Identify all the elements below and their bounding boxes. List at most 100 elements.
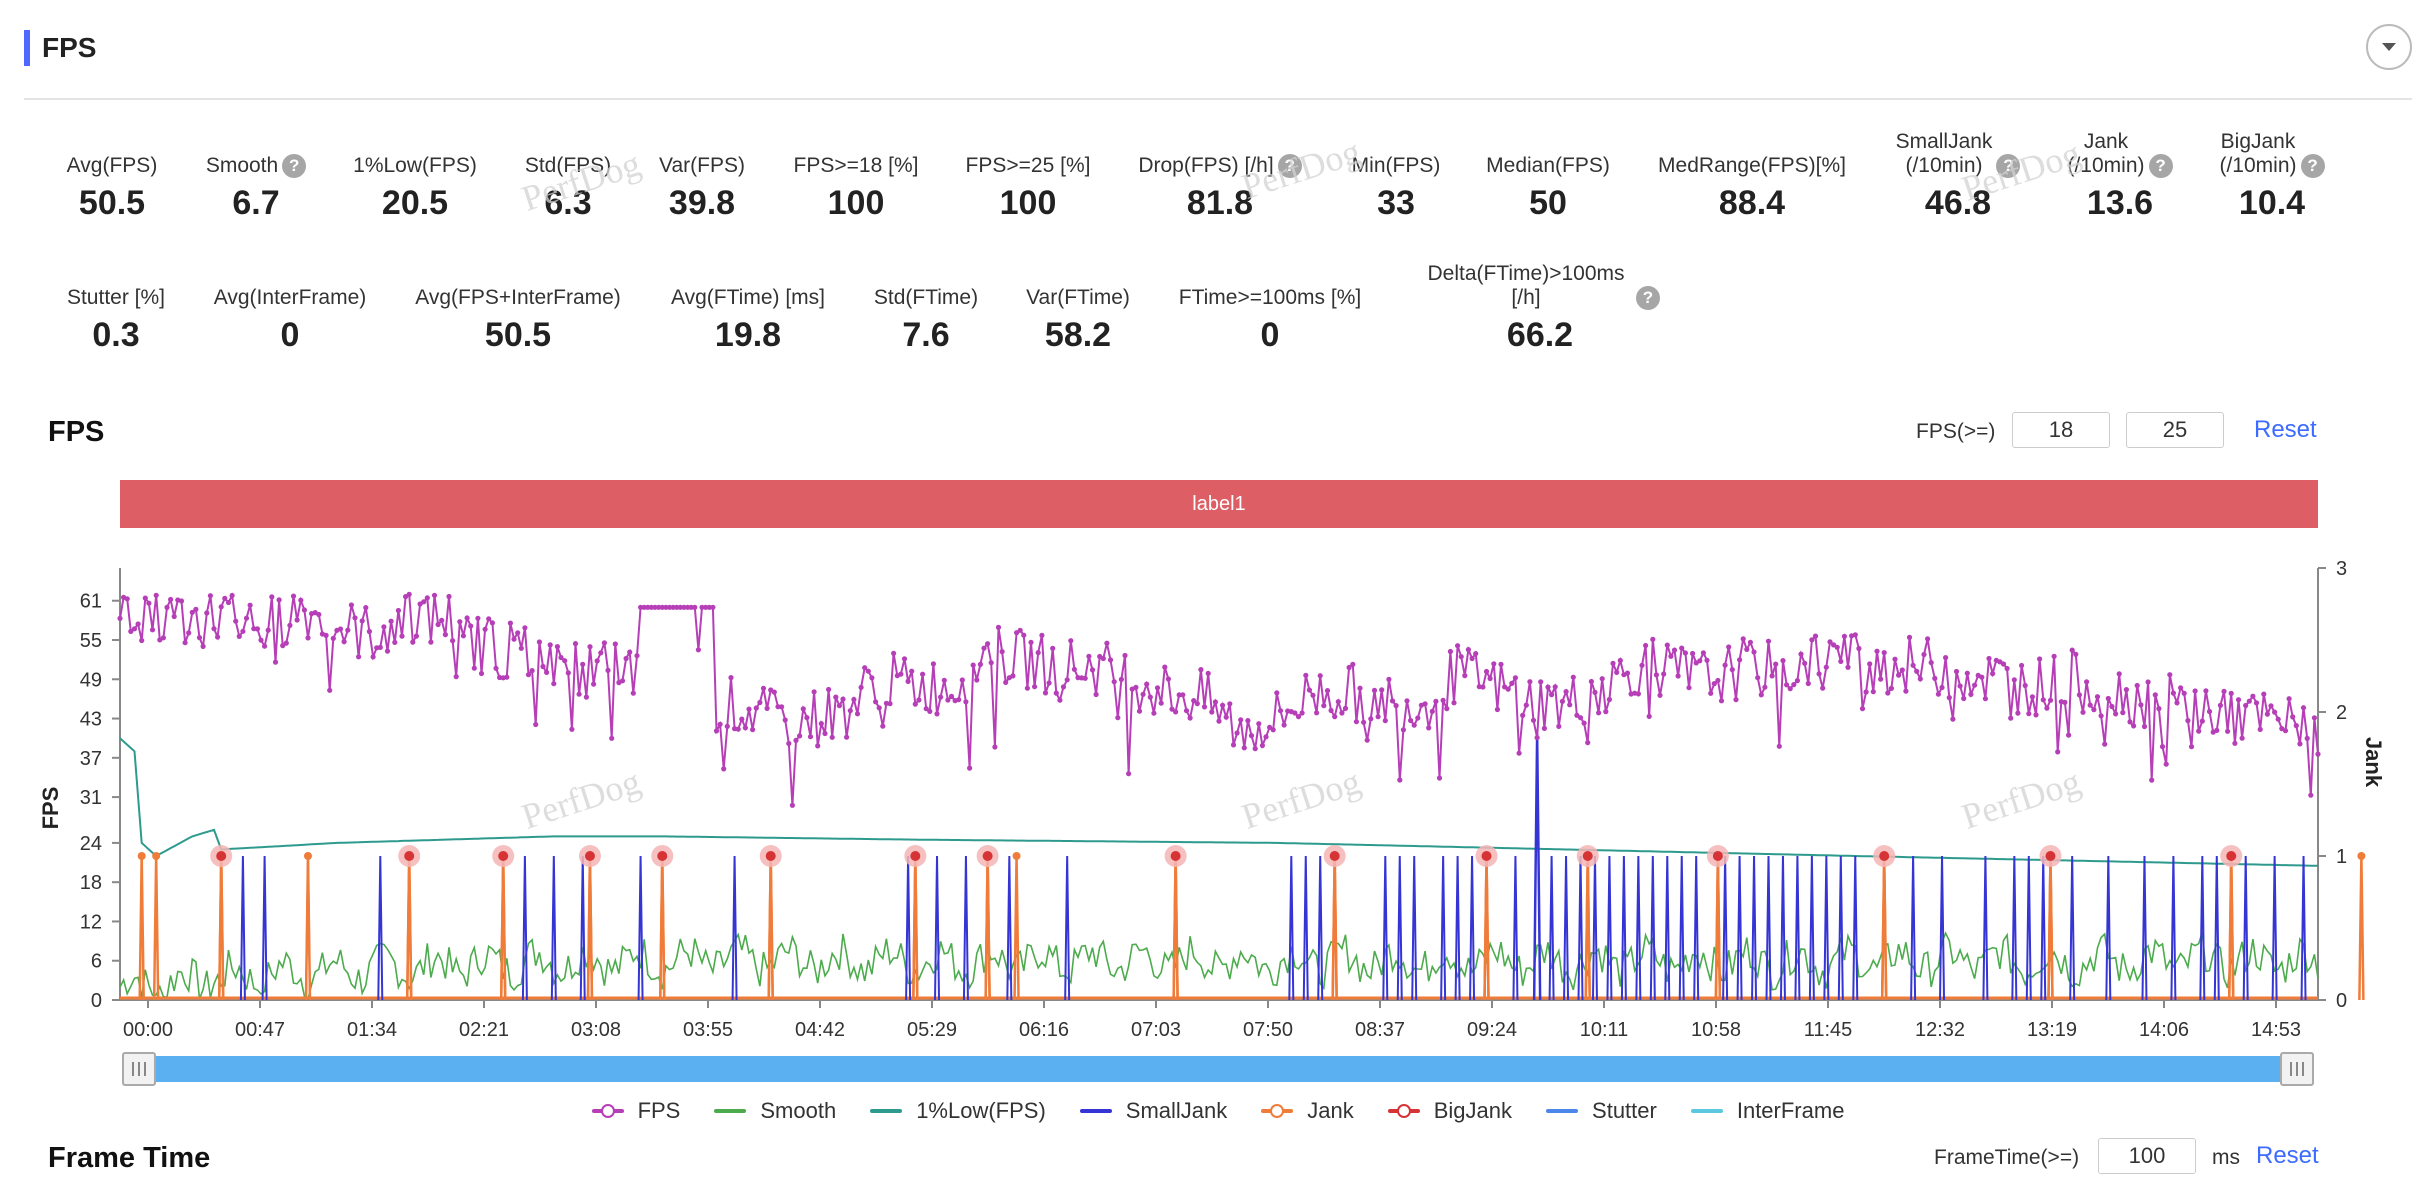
fps-point — [193, 606, 199, 612]
fps-point — [1538, 679, 1544, 685]
stat-stats_row2-7: Delta(FTime)>100ms [/h]? 66.2 — [1420, 262, 1660, 355]
smalljank-spike — [1837, 855, 1844, 1001]
fps-point — [930, 661, 937, 667]
fps-point — [1892, 656, 1898, 662]
fps-point — [1870, 689, 1876, 695]
legend-swatch-line — [1546, 1109, 1579, 1113]
fps-point — [1906, 634, 1913, 641]
fps-point — [941, 677, 947, 683]
stat-label-text: FTime>=100ms [%] — [1178, 286, 1362, 309]
bigjank-point — [2045, 851, 2056, 861]
bigjank-point — [1329, 851, 1340, 861]
fps-point — [1335, 699, 1341, 705]
fps-point — [1780, 658, 1786, 664]
legend-item[interactable]: BigJank — [1387, 1098, 1512, 1124]
fps-point — [345, 627, 351, 633]
smalljank-spike — [1939, 855, 1946, 1001]
fps-point — [2015, 710, 2021, 716]
fps-point — [1802, 660, 1808, 666]
legend-swatch-line — [870, 1109, 903, 1113]
fps-point — [171, 613, 177, 620]
frametime-reset-link[interactable]: Reset — [2256, 1142, 2319, 1169]
fps-point — [591, 681, 597, 687]
fps-point — [948, 693, 955, 700]
stat-value: 58.2 — [1044, 316, 1112, 354]
stat-stats_row2-3: Avg(FTime) [ms] 19.8 — [628, 262, 868, 355]
help-icon[interactable]: ? — [2148, 154, 2173, 178]
fps-point — [1751, 649, 1757, 655]
fps-point — [826, 686, 832, 693]
stat-label: FTime>=100ms [%] — [1150, 262, 1390, 310]
fps-point — [977, 661, 984, 668]
legend-item[interactable]: Jank — [1261, 1098, 1354, 1124]
fps-point — [1552, 684, 1558, 690]
fps-point — [999, 649, 1005, 655]
fps-point — [1639, 662, 1645, 668]
fps-threshold-2-input[interactable] — [2126, 412, 2224, 448]
help-icon[interactable]: ? — [1277, 154, 1302, 178]
help-icon[interactable]: ? — [1636, 286, 1660, 310]
fps-point — [384, 648, 391, 654]
fps-point — [287, 622, 293, 629]
stat-label: Var(FTime) — [958, 262, 1198, 310]
fps-point — [1046, 680, 1052, 686]
x-tick-label: 00:00 — [123, 1019, 173, 1040]
fps-point — [2004, 665, 2010, 672]
bigjank-point — [1712, 851, 1723, 861]
fps-point — [160, 635, 166, 641]
fps-point — [2022, 682, 2028, 689]
legend-item[interactable]: InterFrame — [1690, 1098, 1844, 1124]
fps-point — [1878, 676, 1884, 682]
series-1-percent-low — [119, 737, 2319, 867]
fps-point — [2290, 714, 2296, 720]
fps-point — [352, 615, 358, 621]
fps-point — [363, 605, 369, 611]
fps-point — [1024, 685, 1030, 691]
fps-point — [153, 592, 159, 598]
fps-point — [1910, 662, 1916, 668]
legend-item[interactable]: Stutter — [1546, 1098, 1657, 1124]
fps-point — [1491, 661, 1497, 667]
time-range-slider[interactable] — [136, 1056, 2304, 1082]
legend-item[interactable]: Smooth — [714, 1098, 836, 1124]
fps-point — [1371, 687, 1378, 694]
legend-item[interactable]: SmallJank — [1079, 1098, 1227, 1124]
fps-reset-link[interactable]: Reset — [2254, 416, 2317, 443]
fps-point — [2141, 723, 2148, 730]
y-left-tick-label: 18 — [80, 872, 102, 894]
fps-threshold-1-input[interactable] — [2012, 412, 2110, 448]
collapse-button[interactable] — [2366, 24, 2412, 70]
fps-point — [2268, 703, 2274, 709]
stat-value: 10.4 — [2238, 184, 2306, 222]
fps-point — [1415, 715, 1421, 721]
help-icon[interactable]: ? — [282, 154, 307, 178]
y-axis-right-label: Jank — [2361, 737, 2386, 788]
help-icon[interactable]: ? — [1996, 154, 2021, 178]
frametime-threshold-input[interactable] — [2098, 1138, 2196, 1174]
fps-point — [927, 708, 933, 715]
fps-point — [1422, 701, 1428, 707]
y-left-tick-label: 0 — [91, 990, 102, 1012]
slider-end-handle[interactable] — [2280, 1052, 2314, 1086]
fps-point — [728, 675, 734, 681]
fps-point — [439, 617, 445, 624]
smalljank-spike — [521, 855, 528, 1001]
smalljank-spike — [1454, 855, 1461, 1001]
label-band[interactable]: label1 — [120, 480, 2318, 528]
section-accent-bar — [24, 30, 30, 66]
stat-label-text: Var(FPS) — [659, 154, 745, 177]
fps-point — [833, 694, 839, 700]
bigjank-spike — [2227, 855, 2235, 1001]
fps-point — [703, 604, 709, 610]
fps-point — [598, 650, 604, 656]
legend-item[interactable]: FPS — [591, 1098, 680, 1124]
fps-point — [493, 665, 499, 671]
help-icon[interactable]: ? — [2300, 154, 2325, 178]
jank-point — [2357, 852, 2366, 860]
bigjank-spike — [1714, 855, 1722, 1001]
legend-item[interactable]: 1%Low(FPS) — [870, 1098, 1046, 1124]
y-left-tick-label: 55 — [80, 630, 102, 652]
fps-point — [844, 734, 850, 740]
slider-start-handle[interactable] — [122, 1052, 156, 1086]
stat-stats_row1-8: Min(FPS) 33 — [1276, 130, 1516, 223]
